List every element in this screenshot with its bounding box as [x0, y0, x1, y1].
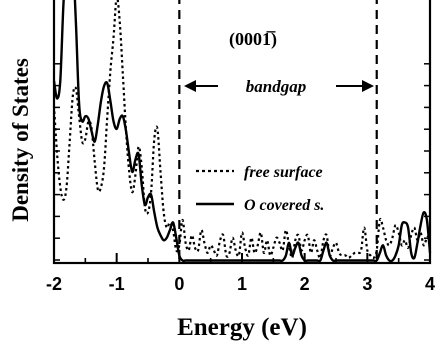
series-layer — [52, 0, 432, 263]
x-axis-label: Energy (eV) — [177, 314, 307, 341]
legend-label-free-surface: free surface — [244, 164, 323, 181]
legend: free surface O covered s. — [196, 164, 324, 214]
surface-label: (0001̅) — [229, 29, 277, 50]
x-tick-label: -1 — [109, 274, 125, 294]
x-tick-label: -2 — [46, 274, 62, 294]
bandgap-label: bandgap — [246, 77, 306, 96]
x-tick-label: 2 — [300, 274, 310, 294]
x-tick-label: 4 — [425, 274, 435, 294]
x-tick-label: 0 — [174, 274, 184, 294]
x-tick-labels: -2 -1 0 1 2 3 4 — [46, 274, 435, 294]
y-axis-label: Density of States — [8, 58, 33, 222]
x-tick-label: 3 — [362, 274, 372, 294]
bandgap-markers — [178, 0, 378, 263]
legend-label-o-covered: O covered s. — [244, 197, 324, 214]
x-tick-label: 1 — [237, 274, 247, 294]
series-line-o-covered — [52, 0, 432, 263]
bandgap-arrow — [184, 80, 374, 92]
